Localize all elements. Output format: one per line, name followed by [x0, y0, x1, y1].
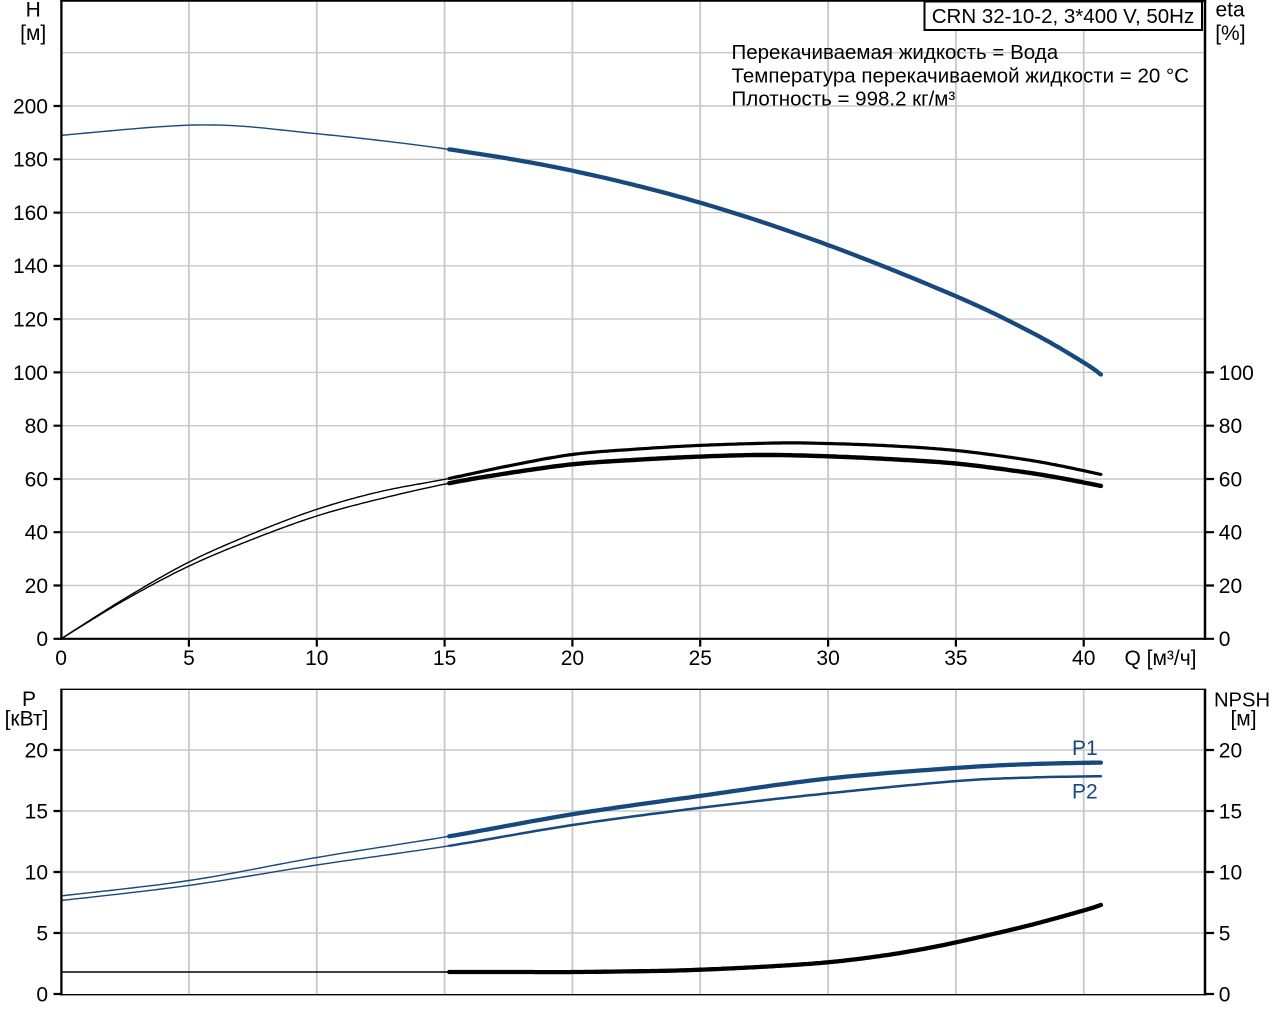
svg-text:0: 0: [36, 983, 48, 1006]
svg-text:40: 40: [25, 522, 48, 545]
svg-text:60: 60: [25, 468, 48, 491]
svg-text:Температура перекачиваемой жид: Температура перекачиваемой жидкости = 20…: [732, 64, 1190, 87]
svg-text:0: 0: [1219, 628, 1231, 651]
svg-text:20: 20: [25, 575, 48, 598]
svg-text:40: 40: [1219, 522, 1242, 545]
svg-text:10: 10: [25, 861, 48, 884]
svg-text:[м]: [м]: [1230, 708, 1256, 731]
svg-text:120: 120: [13, 309, 48, 332]
svg-text:15: 15: [25, 800, 48, 823]
svg-text:80: 80: [25, 415, 48, 438]
svg-text:P2: P2: [1072, 780, 1098, 803]
svg-text:5: 5: [36, 922, 48, 945]
svg-text:20: 20: [1219, 575, 1242, 598]
svg-text:P1: P1: [1072, 737, 1098, 760]
svg-text:20: 20: [561, 647, 584, 670]
svg-text:eta: eta: [1216, 0, 1246, 22]
svg-text:15: 15: [433, 647, 456, 670]
svg-text:80: 80: [1219, 415, 1242, 438]
svg-text:160: 160: [13, 202, 48, 225]
svg-text:60: 60: [1219, 468, 1242, 491]
svg-text:35: 35: [944, 647, 967, 670]
svg-text:[%]: [%]: [1215, 22, 1245, 45]
svg-text:25: 25: [689, 647, 712, 670]
svg-text:Перекачиваемая жидкость = Вода: Перекачиваемая жидкость = Вода: [732, 41, 1059, 64]
svg-text:30: 30: [816, 647, 839, 670]
svg-text:15: 15: [1219, 800, 1242, 823]
svg-text:40: 40: [1072, 647, 1095, 670]
svg-text:20: 20: [25, 739, 48, 762]
svg-text:CRN 32-10-2, 3*400 V, 50Hz: CRN 32-10-2, 3*400 V, 50Hz: [932, 5, 1194, 28]
svg-text:200: 200: [13, 95, 48, 118]
svg-text:[м]: [м]: [20, 22, 46, 45]
svg-text:10: 10: [305, 647, 328, 670]
svg-text:140: 140: [13, 255, 48, 278]
svg-text:P: P: [22, 688, 36, 711]
svg-text:0: 0: [1219, 983, 1231, 1006]
svg-text:20: 20: [1219, 739, 1242, 762]
svg-text:Плотность = 998.2 кг/м³: Плотность = 998.2 кг/м³: [732, 88, 956, 111]
svg-text:0: 0: [55, 647, 67, 670]
svg-text:100: 100: [13, 362, 48, 385]
svg-text:5: 5: [1219, 922, 1231, 945]
svg-text:10: 10: [1219, 861, 1242, 884]
svg-text:180: 180: [13, 149, 48, 172]
svg-text:5: 5: [183, 647, 195, 670]
svg-text:100: 100: [1219, 362, 1254, 385]
svg-text:H: H: [26, 0, 41, 22]
svg-text:0: 0: [36, 628, 48, 651]
svg-text:[кВт]: [кВт]: [5, 707, 49, 730]
svg-text:NPSH: NPSH: [1214, 690, 1270, 712]
svg-text:Q [м³/ч]: Q [м³/ч]: [1124, 647, 1196, 670]
